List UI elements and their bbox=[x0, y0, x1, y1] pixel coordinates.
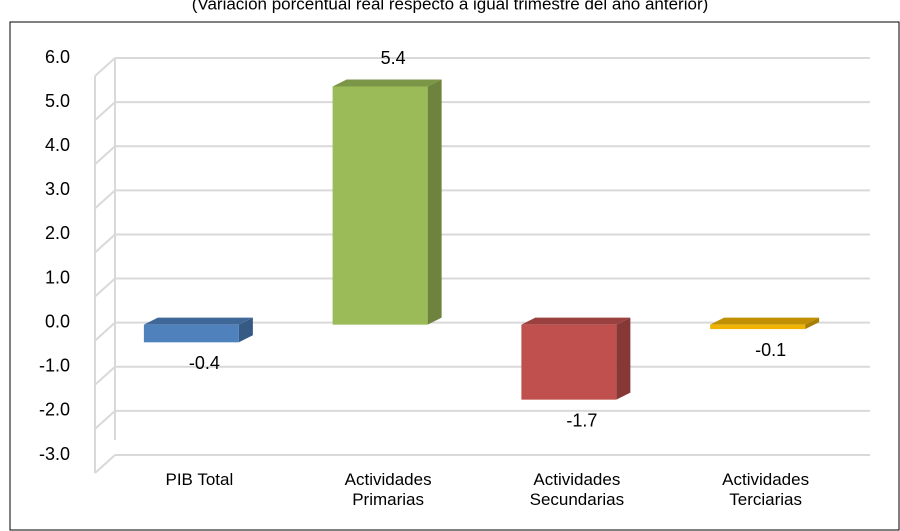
y-tick-label: -1.0 bbox=[39, 356, 70, 376]
y-tick-label: 2.0 bbox=[45, 223, 70, 243]
value-label: -0.4 bbox=[189, 353, 220, 373]
grid-depth bbox=[94, 101, 116, 121]
grid-depth bbox=[94, 233, 116, 254]
bar-side bbox=[616, 317, 631, 400]
y-tick-label: 4.0 bbox=[45, 135, 70, 155]
grid-depth bbox=[94, 189, 116, 210]
chart-subtitle: (Variación porcentual real respecto a ig… bbox=[192, 0, 709, 13]
grid-depth bbox=[94, 366, 116, 386]
bar-top bbox=[332, 79, 442, 87]
bar bbox=[143, 324, 239, 343]
y-tick-label: 1.0 bbox=[45, 267, 70, 287]
x-tick-label: PIB Total bbox=[165, 470, 234, 489]
value-label: -0.1 bbox=[755, 340, 786, 360]
grid-depth bbox=[94, 454, 116, 474]
x-tick-label: Actividades Secundarias bbox=[529, 470, 625, 509]
bar bbox=[521, 324, 617, 400]
bar-side bbox=[427, 79, 442, 325]
bar bbox=[710, 324, 806, 330]
bar bbox=[332, 86, 428, 325]
grid-depth bbox=[94, 277, 116, 298]
grid-depth bbox=[94, 57, 116, 77]
chart-border bbox=[9, 21, 900, 531]
y-tick-label: 3.0 bbox=[45, 179, 70, 199]
bar-side bbox=[805, 317, 820, 330]
bar-top bbox=[521, 317, 631, 325]
y-tick-label: 6.0 bbox=[45, 47, 70, 67]
x-tick-label: Actividades Primarias bbox=[344, 470, 432, 509]
grid-depth bbox=[94, 410, 116, 430]
grid-depth bbox=[94, 321, 116, 342]
grid-depth bbox=[94, 145, 116, 165]
x-tick-label: Actividades Terciarias bbox=[722, 470, 810, 509]
y-tick-label: 5.0 bbox=[45, 91, 70, 111]
value-label: -1.7 bbox=[566, 410, 597, 430]
y-tick-label: -3.0 bbox=[39, 444, 70, 464]
y-tick-label: 0.0 bbox=[45, 311, 70, 331]
value-label: 5.4 bbox=[381, 48, 406, 68]
bar-top bbox=[143, 317, 253, 325]
bar-top bbox=[710, 317, 820, 325]
bar-side bbox=[238, 317, 253, 343]
y-tick-label: -2.0 bbox=[39, 400, 70, 420]
